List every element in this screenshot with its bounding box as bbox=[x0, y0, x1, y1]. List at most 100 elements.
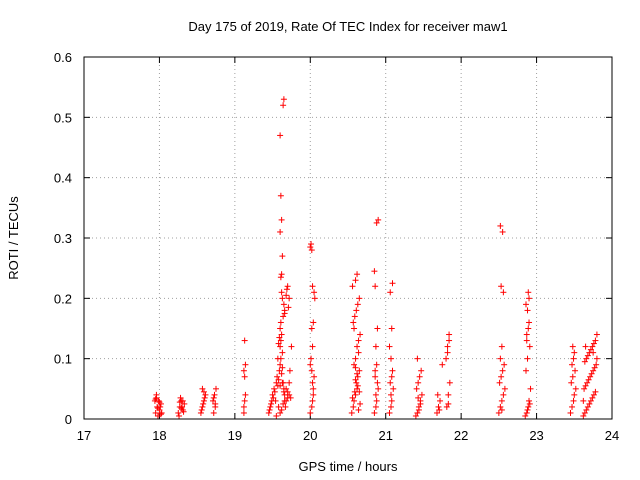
data-point bbox=[375, 216, 382, 223]
chart-title: Day 175 of 2019, Rate Of TEC Index for r… bbox=[188, 19, 507, 34]
data-point bbox=[178, 405, 185, 412]
data-point bbox=[418, 367, 425, 374]
data-point bbox=[415, 406, 422, 413]
data-point bbox=[525, 325, 532, 332]
data-point bbox=[417, 400, 424, 407]
data-point bbox=[279, 349, 286, 356]
data-point bbox=[353, 379, 360, 386]
data-point bbox=[416, 373, 423, 380]
data-point bbox=[284, 394, 291, 401]
data-point bbox=[592, 388, 599, 395]
data-point bbox=[498, 406, 505, 413]
data-point bbox=[444, 349, 451, 356]
data-point bbox=[349, 283, 356, 290]
data-point bbox=[308, 355, 315, 362]
data-point bbox=[589, 343, 596, 350]
data-point bbox=[279, 379, 286, 386]
data-point bbox=[279, 253, 286, 260]
data-point bbox=[444, 343, 451, 350]
data-point bbox=[434, 391, 441, 398]
data-point bbox=[275, 340, 282, 347]
data-point bbox=[157, 411, 164, 418]
data-point bbox=[307, 361, 314, 368]
data-point bbox=[526, 295, 533, 302]
y-tick-label: 0.3 bbox=[54, 231, 72, 246]
data-point bbox=[372, 373, 379, 380]
data-point bbox=[569, 361, 576, 368]
data-point bbox=[180, 408, 187, 415]
data-point bbox=[501, 361, 508, 368]
data-point bbox=[210, 394, 217, 401]
data-point bbox=[278, 289, 285, 296]
data-point bbox=[282, 403, 289, 410]
data-point bbox=[580, 412, 587, 419]
data-point bbox=[242, 361, 249, 368]
data-point bbox=[590, 349, 597, 356]
data-point bbox=[268, 400, 275, 407]
tick-labels: 17 18 19 20 21 22 23 24 0 0.1 0.2 0.3 0.4 0.5 0.6 bbox=[54, 50, 619, 443]
data-point bbox=[308, 403, 315, 410]
data-point bbox=[350, 403, 357, 410]
data-point bbox=[280, 301, 287, 308]
data-point bbox=[387, 355, 394, 362]
data-point bbox=[526, 397, 533, 404]
data-point bbox=[373, 397, 380, 404]
data-point bbox=[348, 409, 355, 416]
data-point bbox=[585, 376, 592, 383]
data-point bbox=[525, 289, 532, 296]
data-point bbox=[352, 376, 359, 383]
data-point bbox=[177, 394, 184, 401]
data-point bbox=[201, 394, 208, 401]
data-point bbox=[445, 400, 452, 407]
data-point bbox=[523, 331, 530, 338]
data-point bbox=[387, 289, 394, 296]
data-point bbox=[587, 373, 594, 380]
data-point bbox=[308, 241, 315, 248]
data-point bbox=[584, 403, 591, 410]
data-point bbox=[210, 409, 217, 416]
data-point bbox=[357, 400, 364, 407]
data-point bbox=[415, 394, 422, 401]
data-point bbox=[375, 385, 382, 392]
data-point bbox=[280, 102, 287, 109]
data-point bbox=[308, 247, 315, 254]
data-point bbox=[356, 367, 363, 374]
data-point bbox=[374, 379, 381, 386]
data-point bbox=[386, 343, 393, 350]
data-point bbox=[307, 244, 314, 251]
data-point bbox=[499, 228, 506, 235]
data-point bbox=[570, 355, 577, 362]
data-point bbox=[284, 283, 291, 290]
data-point bbox=[584, 379, 591, 386]
data-point bbox=[387, 391, 394, 398]
data-point bbox=[352, 277, 359, 284]
data-point bbox=[497, 403, 504, 410]
data-point bbox=[273, 379, 280, 386]
data-point bbox=[271, 388, 278, 395]
data-point bbox=[498, 343, 505, 350]
data-point bbox=[581, 385, 588, 392]
data-point bbox=[526, 319, 533, 326]
data-point bbox=[523, 409, 530, 416]
data-point bbox=[158, 409, 165, 416]
y-tick-label: 0.6 bbox=[54, 50, 72, 65]
data-point bbox=[270, 394, 277, 401]
data-point bbox=[445, 391, 452, 398]
data-point bbox=[589, 394, 596, 401]
data-point bbox=[277, 382, 284, 389]
data-point bbox=[154, 405, 161, 412]
data-point bbox=[569, 343, 576, 350]
data-point bbox=[583, 355, 590, 362]
data-point bbox=[275, 376, 282, 383]
data-point bbox=[280, 313, 287, 320]
data-point bbox=[354, 370, 361, 377]
data-point bbox=[280, 400, 287, 407]
data-point bbox=[498, 373, 505, 380]
data-point bbox=[446, 379, 453, 386]
data-point bbox=[277, 132, 284, 139]
data-point bbox=[277, 325, 284, 332]
data-point bbox=[582, 382, 589, 389]
data-point bbox=[240, 409, 247, 416]
data-point bbox=[523, 301, 530, 308]
